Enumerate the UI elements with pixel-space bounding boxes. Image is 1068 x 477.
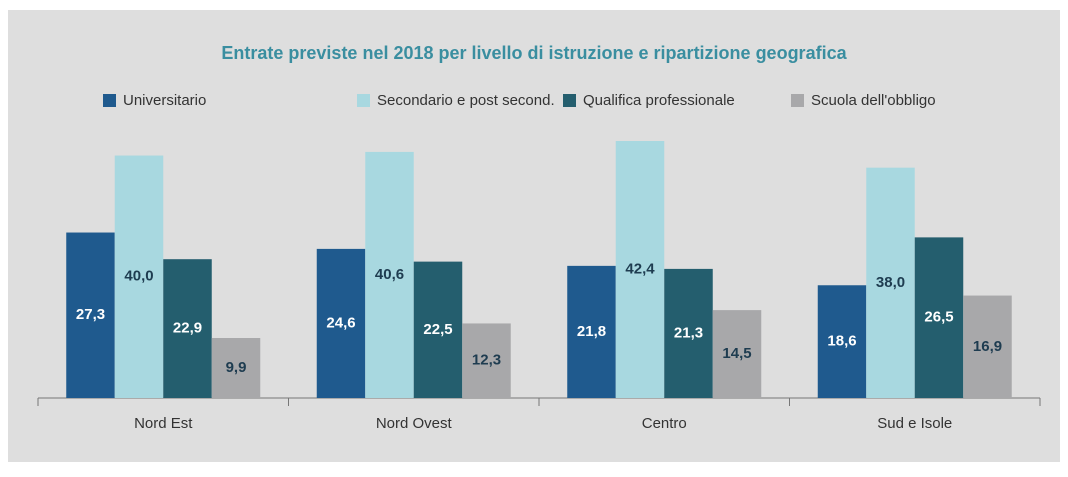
value-label: 24,6 bbox=[326, 314, 355, 331]
legend-swatch bbox=[563, 94, 576, 107]
bar bbox=[316, 248, 366, 398]
legend-label: Secondario e post second. bbox=[377, 92, 555, 109]
value-label: 38,0 bbox=[876, 274, 905, 291]
value-label: 42,4 bbox=[625, 260, 655, 277]
bar bbox=[664, 268, 713, 398]
bar bbox=[712, 310, 762, 398]
legend-label: Universitario bbox=[123, 92, 206, 109]
value-label: 14,5 bbox=[722, 345, 751, 362]
legend-label: Qualifica professionale bbox=[583, 92, 735, 109]
value-label: 12,3 bbox=[472, 352, 501, 369]
value-label: 40,0 bbox=[124, 268, 153, 285]
bar bbox=[914, 237, 964, 398]
bar bbox=[163, 259, 212, 398]
bar bbox=[817, 285, 867, 398]
bar bbox=[963, 295, 1012, 398]
legend-swatch bbox=[791, 94, 804, 107]
x-tick-label: Nord Ovest bbox=[376, 415, 453, 432]
bar bbox=[211, 337, 261, 398]
x-tick-label: Centro bbox=[642, 415, 687, 432]
chart-title: Entrate previste nel 2018 per livello di… bbox=[221, 43, 847, 63]
value-label: 26,5 bbox=[924, 309, 953, 326]
value-label: 22,9 bbox=[173, 320, 202, 337]
value-label: 21,8 bbox=[577, 323, 606, 340]
bar bbox=[365, 151, 414, 398]
legend-swatch bbox=[103, 94, 116, 107]
x-tick-label: Sud e Isole bbox=[877, 415, 952, 432]
value-label: 22,5 bbox=[423, 321, 452, 338]
value-label: 40,6 bbox=[375, 266, 404, 283]
bar bbox=[866, 167, 915, 398]
bar bbox=[66, 232, 115, 398]
value-label: 18,6 bbox=[827, 333, 856, 350]
legend-swatch bbox=[357, 94, 370, 107]
value-label: 21,3 bbox=[674, 324, 703, 341]
value-label: 9,9 bbox=[226, 359, 247, 376]
x-tick-label: Nord Est bbox=[134, 415, 193, 432]
bar bbox=[615, 141, 665, 398]
legend-label: Scuola dell'obbligo bbox=[811, 92, 936, 109]
bar bbox=[413, 261, 463, 398]
value-label: 16,9 bbox=[973, 338, 1002, 355]
bar bbox=[114, 155, 164, 398]
value-label: 27,3 bbox=[76, 306, 105, 323]
bar bbox=[462, 323, 511, 398]
bar bbox=[567, 265, 616, 398]
